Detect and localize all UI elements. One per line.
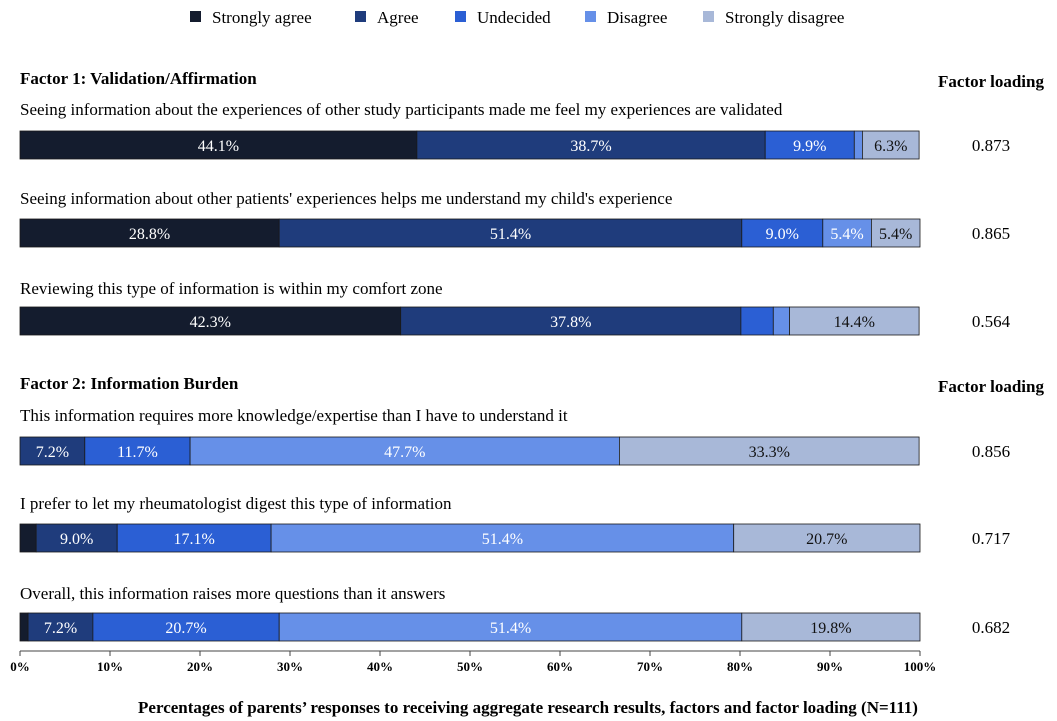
bar-value-label: 7.2% bbox=[44, 620, 77, 637]
factor-loading-value: 0.856 bbox=[972, 442, 1010, 461]
bar-value-label: 17.1% bbox=[173, 531, 214, 548]
bar-segment bbox=[853, 130, 863, 160]
x-tick-label: 0% bbox=[10, 659, 30, 674]
factor-loading-value: 0.682 bbox=[972, 618, 1010, 637]
statement-label: I prefer to let my rheumatologist digest… bbox=[20, 494, 452, 513]
legend-label-1: Agree bbox=[377, 8, 419, 27]
x-tick-label: 20% bbox=[187, 659, 213, 674]
bar-value-label: 51.4% bbox=[482, 531, 523, 548]
legend-label-0: Strongly agree bbox=[212, 8, 312, 27]
bar-segment bbox=[741, 612, 921, 642]
x-tick-label: 30% bbox=[277, 659, 303, 674]
legend-swatch-4 bbox=[703, 11, 714, 22]
bar-segment bbox=[278, 218, 743, 248]
bar-value-label: 9.0% bbox=[766, 226, 799, 243]
bar-segment bbox=[35, 523, 118, 553]
bar-value-label: 38.7% bbox=[570, 138, 611, 155]
factor-loading-value: 0.873 bbox=[972, 136, 1010, 155]
legend-label-3: Disagree bbox=[607, 8, 667, 27]
bar-segment bbox=[822, 218, 872, 248]
factor-title-1: Factor 1: Validation/Affirmation bbox=[20, 69, 257, 88]
factor-loading-value: 0.564 bbox=[972, 312, 1011, 331]
bar-value-label: 9.0% bbox=[60, 531, 93, 548]
bar-value-label: 14.4% bbox=[834, 314, 875, 331]
bar-value-label: 51.4% bbox=[490, 620, 531, 637]
statement-label: Seeing information about other patients'… bbox=[20, 189, 672, 208]
bar-segment bbox=[19, 436, 86, 466]
factor-loading-value: 0.717 bbox=[972, 529, 1011, 548]
x-tick-label: 80% bbox=[727, 659, 753, 674]
bar-value-label: 20.7% bbox=[165, 620, 206, 637]
legend-swatch-2 bbox=[455, 11, 466, 22]
factor-title-2: Factor 2: Information Burden bbox=[20, 374, 239, 393]
bar-value-label: 42.3% bbox=[190, 314, 231, 331]
bar-segment bbox=[862, 130, 920, 160]
factor-loading-header-2: Factor loading bbox=[938, 377, 1044, 396]
bar-segment bbox=[19, 218, 280, 248]
bar-segment bbox=[116, 523, 272, 553]
bar-value-label: 5.4% bbox=[830, 226, 863, 243]
bar-segment bbox=[871, 218, 921, 248]
bar-segment bbox=[270, 523, 735, 553]
factor-loading-value: 0.865 bbox=[972, 224, 1010, 243]
bar-value-label: 19.8% bbox=[810, 620, 851, 637]
bar-segment bbox=[789, 306, 920, 336]
x-tick-label: 50% bbox=[457, 659, 483, 674]
bar-segment bbox=[84, 436, 191, 466]
bar-segment bbox=[278, 612, 743, 642]
x-tick-label: 70% bbox=[637, 659, 663, 674]
legend-swatch-0 bbox=[190, 11, 201, 22]
statement-label: This information requires more knowledge… bbox=[20, 406, 568, 425]
bar-segment bbox=[764, 130, 855, 160]
legend-swatch-3 bbox=[585, 11, 596, 22]
bar-value-label: 20.7% bbox=[806, 531, 847, 548]
legend-label-2: Undecided bbox=[477, 8, 551, 27]
bar-value-label: 28.8% bbox=[129, 226, 170, 243]
bar-segment bbox=[619, 436, 920, 466]
bar-value-label: 6.3% bbox=[874, 138, 907, 155]
statement-label: Seeing information about the experiences… bbox=[20, 100, 783, 119]
bar-value-label: 44.1% bbox=[198, 138, 239, 155]
bar-value-label: 33.3% bbox=[749, 444, 790, 461]
bar-segment bbox=[19, 523, 37, 553]
bar-segment bbox=[416, 130, 766, 160]
bar-segment bbox=[19, 130, 418, 160]
statement-label: Reviewing this type of information is wi… bbox=[20, 279, 443, 298]
bar-segment bbox=[733, 523, 921, 553]
bar-segment bbox=[19, 612, 29, 642]
legend-label-4: Strongly disagree bbox=[725, 8, 844, 27]
x-tick-label: 60% bbox=[547, 659, 573, 674]
bar-value-label: 9.9% bbox=[793, 138, 826, 155]
bar-segment bbox=[19, 306, 402, 336]
bar-segment bbox=[740, 306, 774, 336]
bar-value-label: 5.4% bbox=[879, 226, 912, 243]
x-tick-label: 10% bbox=[97, 659, 123, 674]
x-tick-label: 90% bbox=[817, 659, 843, 674]
bar-value-label: 37.8% bbox=[550, 314, 591, 331]
statement-label: Overall, this information raises more qu… bbox=[20, 584, 445, 603]
x-tick-label: 40% bbox=[367, 659, 393, 674]
bar-value-label: 11.7% bbox=[117, 444, 158, 461]
bar-value-label: 7.2% bbox=[36, 444, 69, 461]
chart-caption: Percentages of parents’ responses to rec… bbox=[138, 698, 918, 717]
x-tick-label: 100% bbox=[904, 659, 937, 674]
bar-value-label: 47.7% bbox=[384, 444, 425, 461]
bar-segment bbox=[92, 612, 280, 642]
bar-segment bbox=[741, 218, 824, 248]
bar-segment bbox=[772, 306, 790, 336]
bar-value-label: 51.4% bbox=[490, 226, 531, 243]
bar-segment bbox=[27, 612, 94, 642]
legend-swatch-1 bbox=[355, 11, 366, 22]
factor-loading-header-1: Factor loading bbox=[938, 72, 1044, 91]
